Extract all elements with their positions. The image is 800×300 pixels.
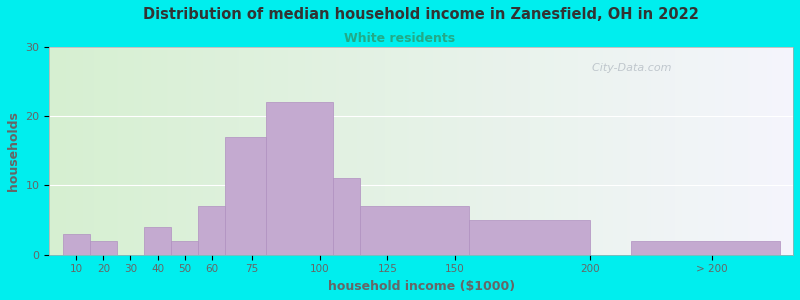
Bar [360,206,469,255]
Text: White residents: White residents [345,32,455,44]
Bar [90,241,117,255]
Bar [469,220,590,255]
Bar [334,178,360,255]
Bar [630,241,779,255]
Text: City-Data.com: City-Data.com [585,63,671,74]
Title: Distribution of median household income in Zanesfield, OH in 2022: Distribution of median household income … [143,7,699,22]
Bar [266,102,334,255]
X-axis label: household income ($1000): household income ($1000) [328,280,514,293]
Bar [198,206,225,255]
Bar [63,234,90,255]
Y-axis label: households: households [7,111,20,191]
Bar [144,227,171,255]
Bar [171,241,198,255]
Bar [225,137,266,255]
